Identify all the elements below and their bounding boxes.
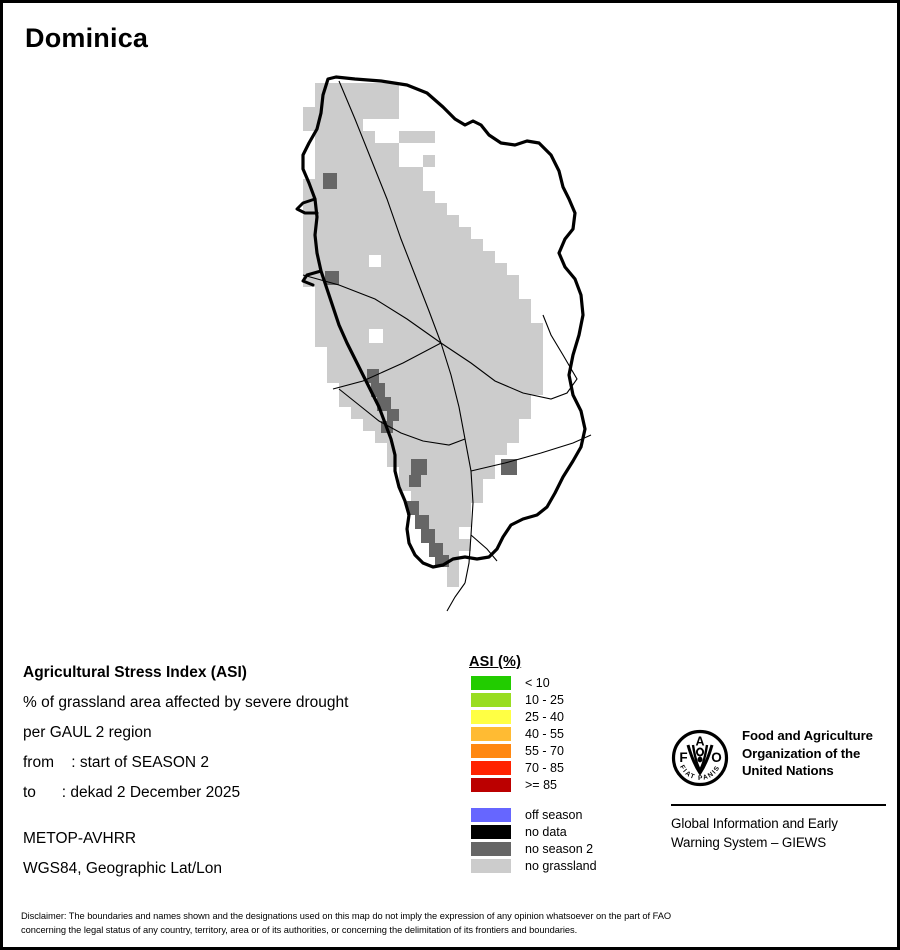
legend-swatch-icon bbox=[471, 807, 511, 822]
legend-swatch-icon bbox=[471, 841, 511, 856]
disclaimer: Disclaimer: The boundaries and names sho… bbox=[21, 909, 883, 937]
country-outline bbox=[301, 75, 587, 569]
legend-item-label: no season 2 bbox=[525, 841, 594, 856]
admin-boundaries bbox=[302, 80, 592, 612]
info-subtitle-2: per GAUL 2 region bbox=[23, 724, 152, 741]
legend-item-no-grassland[interactable]: no grassland bbox=[471, 857, 661, 874]
fao-emblem-icon: A F O FIAT PANIS bbox=[671, 729, 729, 792]
legend-item[interactable]: >= 85 bbox=[471, 776, 661, 793]
legend-item-no-data[interactable]: no data bbox=[471, 823, 661, 840]
info-sensor: METOP-AVHRR bbox=[23, 830, 137, 847]
info-subtitle-1: % of grassland area affected by severe d… bbox=[23, 694, 349, 711]
fao-org-line-3: United Nations bbox=[742, 763, 834, 778]
page-title: Dominica bbox=[25, 23, 149, 53]
legend-item[interactable]: 10 - 25 bbox=[471, 691, 661, 708]
map-legend: ASI (%) < 10 10 - 25 25 - 40 40 - 55 55 … bbox=[469, 654, 661, 874]
legend-swatch-icon bbox=[471, 692, 511, 707]
legend-swatch-icon bbox=[471, 709, 511, 724]
fao-letter-a: A bbox=[695, 735, 704, 749]
legend-swatch-icon bbox=[471, 675, 511, 690]
legend-special-list: off season no data no season 2 no grassl… bbox=[471, 806, 661, 874]
fao-org-line-2: Organization of the bbox=[742, 745, 861, 761]
giews-line-1: Global Information and Early bbox=[671, 816, 838, 831]
legend-item-label: 10 - 25 bbox=[525, 692, 564, 707]
legend-item-label: no grassland bbox=[525, 858, 597, 873]
giews-name: Global Information and Early Warning Sys… bbox=[671, 814, 886, 852]
legend-item-label: < 10 bbox=[525, 675, 550, 690]
raster-no-season-2 bbox=[323, 173, 517, 567]
giews-line-2: Warning System – GIEWS bbox=[671, 835, 827, 850]
legend-item-label: off season bbox=[525, 807, 583, 822]
fao-logo-block: A F O FIAT PANIS Food and Agriculture Or… bbox=[671, 727, 886, 852]
legend-item[interactable]: 25 - 40 bbox=[471, 708, 661, 725]
fao-organization-name: Food and Agriculture Organization of the… bbox=[742, 727, 873, 780]
legend-title: ASI (%) bbox=[469, 654, 522, 670]
info-heading: Agricultural Stress Index (ASI) bbox=[23, 664, 247, 681]
legend-item-off-season[interactable]: off season bbox=[471, 806, 661, 823]
fao-divider bbox=[671, 804, 886, 806]
legend-swatch-icon bbox=[471, 726, 511, 741]
legend-item-label: no data bbox=[525, 824, 567, 839]
legend-class-list: < 10 10 - 25 25 - 40 40 - 55 55 - 70 70 … bbox=[471, 674, 661, 793]
raster-no-grassland bbox=[303, 83, 543, 587]
legend-swatch-icon bbox=[471, 743, 511, 758]
fao-letter-o: O bbox=[711, 750, 722, 765]
fao-letter-f: F bbox=[679, 750, 687, 765]
legend-item-label: 25 - 40 bbox=[525, 709, 564, 724]
legend-swatch-icon bbox=[471, 760, 511, 775]
dominica-map-svg[interactable] bbox=[3, 63, 897, 623]
legend-item[interactable]: < 10 bbox=[471, 674, 661, 691]
legend-item[interactable]: 70 - 85 bbox=[471, 759, 661, 776]
legend-item[interactable]: 55 - 70 bbox=[471, 742, 661, 759]
legend-swatch-icon bbox=[471, 858, 511, 873]
legend-item-no-season-2[interactable]: no season 2 bbox=[471, 840, 661, 857]
info-projection: WGS84, Geographic Lat/Lon bbox=[23, 860, 223, 877]
info-period-from: from : start of SEASON 2 bbox=[23, 754, 210, 771]
legend-item-label: 40 - 55 bbox=[525, 726, 564, 741]
map-info-block: Agricultural Stress Index (ASI) % of gra… bbox=[23, 658, 453, 884]
fao-org-line-1: Food and Agriculture bbox=[742, 728, 873, 743]
legend-item-label: >= 85 bbox=[525, 777, 557, 792]
info-spacer bbox=[23, 808, 453, 824]
legend-swatch-icon bbox=[471, 824, 511, 839]
disclaimer-line-1: Disclaimer: The boundaries and names sho… bbox=[21, 911, 672, 921]
fao-logo-row: A F O FIAT PANIS Food and Agriculture Or… bbox=[671, 727, 886, 792]
legend-item-label: 70 - 85 bbox=[525, 760, 564, 775]
coastline-details bbox=[295, 197, 323, 287]
legend-item-label: 55 - 70 bbox=[525, 743, 564, 758]
map-canvas[interactable] bbox=[3, 63, 897, 623]
info-period-to: to : dekad 2 December 2025 bbox=[23, 784, 241, 801]
legend-item[interactable]: 40 - 55 bbox=[471, 725, 661, 742]
legend-swatch-icon bbox=[471, 777, 511, 792]
disclaimer-line-2: concerning the legal status of any count… bbox=[21, 925, 578, 935]
